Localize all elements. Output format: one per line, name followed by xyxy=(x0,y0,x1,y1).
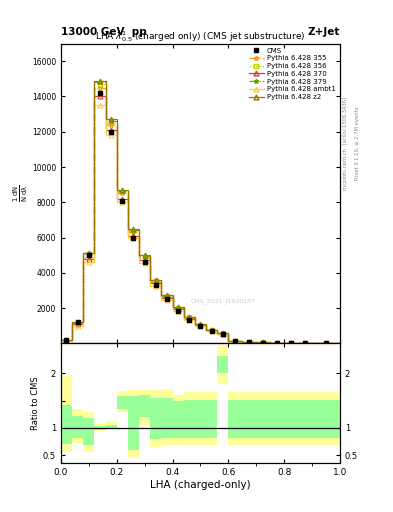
Text: 13000 GeV  pp: 13000 GeV pp xyxy=(61,27,147,37)
Text: Z+Jet: Z+Jet xyxy=(308,27,340,37)
Bar xyxy=(150,398,162,439)
Bar xyxy=(284,393,298,445)
Bar xyxy=(61,405,72,444)
Bar xyxy=(106,421,117,429)
Bar xyxy=(298,393,312,445)
CMS xyxy=(176,308,180,314)
Y-axis label: $\mathregular{\frac{1}{\mathrm{N}}\frac{\mathrm{d}N}{\mathrm{d}\lambda}}$: $\mathregular{\frac{1}{\mathrm{N}}\frac{… xyxy=(12,185,30,202)
CMS xyxy=(142,259,147,265)
Text: CMS_2021_I1920187: CMS_2021_I1920187 xyxy=(190,298,255,304)
Line: CMS: CMS xyxy=(64,91,329,346)
CMS xyxy=(303,340,307,346)
Bar xyxy=(270,393,284,445)
Bar xyxy=(128,396,139,450)
Bar xyxy=(270,399,284,438)
CMS xyxy=(97,90,102,96)
CMS xyxy=(247,339,252,345)
Bar xyxy=(94,423,106,431)
CMS xyxy=(220,331,225,337)
CMS xyxy=(187,316,192,323)
Bar xyxy=(173,395,184,445)
Bar xyxy=(242,393,256,445)
Bar xyxy=(242,399,256,438)
Bar xyxy=(117,391,128,412)
Bar xyxy=(256,399,270,438)
Bar xyxy=(83,418,94,445)
Bar xyxy=(298,399,312,438)
CMS xyxy=(209,328,214,334)
Bar xyxy=(206,399,217,438)
CMS xyxy=(324,340,329,347)
Bar xyxy=(195,393,206,445)
Bar xyxy=(184,399,195,438)
Bar xyxy=(312,399,340,438)
Bar xyxy=(184,393,195,445)
Bar xyxy=(139,390,150,425)
Bar xyxy=(173,401,184,438)
CMS xyxy=(120,198,125,204)
Bar xyxy=(162,398,173,438)
CMS xyxy=(86,252,91,258)
Bar xyxy=(150,390,162,447)
Title: LHA $\lambda^1_{0.5}$ (charged only) (CMS jet substructure): LHA $\lambda^1_{0.5}$ (charged only) (CM… xyxy=(95,29,306,44)
CMS xyxy=(198,323,203,329)
Bar xyxy=(94,426,106,430)
Bar xyxy=(284,399,298,438)
Bar xyxy=(312,393,340,445)
CMS xyxy=(109,129,114,135)
Bar xyxy=(217,356,228,373)
CMS xyxy=(75,319,80,325)
Bar xyxy=(72,416,83,438)
Legend: CMS, Pythia 6.428 355, Pythia 6.428 356, Pythia 6.428 370, Pythia 6.428 379, Pyt: CMS, Pythia 6.428 355, Pythia 6.428 356,… xyxy=(247,46,338,102)
Bar xyxy=(83,412,94,453)
Bar xyxy=(162,389,173,445)
CMS xyxy=(165,296,169,303)
Bar xyxy=(128,390,139,458)
Bar xyxy=(117,396,128,409)
Bar xyxy=(61,376,72,453)
Text: Rivet 3.1.10, ≥ 2.7M events: Rivet 3.1.10, ≥ 2.7M events xyxy=(355,106,360,180)
CMS xyxy=(289,340,294,346)
CMS xyxy=(233,338,238,345)
Bar xyxy=(106,424,117,428)
Bar xyxy=(195,399,206,438)
CMS xyxy=(261,339,266,346)
CMS xyxy=(64,337,69,343)
Bar xyxy=(72,409,83,443)
Bar xyxy=(139,395,150,417)
Bar xyxy=(228,399,242,438)
X-axis label: LHA (charged-only): LHA (charged-only) xyxy=(150,480,251,490)
Bar xyxy=(206,393,217,445)
Bar xyxy=(217,345,228,385)
Bar xyxy=(228,393,242,445)
Text: mcplots.cern.ch  [arXiv:1306.3436]: mcplots.cern.ch [arXiv:1306.3436] xyxy=(343,97,347,190)
Bar xyxy=(256,393,270,445)
CMS xyxy=(131,234,136,241)
Y-axis label: Ratio to CMS: Ratio to CMS xyxy=(31,376,40,430)
CMS xyxy=(153,282,158,288)
CMS xyxy=(275,340,279,346)
